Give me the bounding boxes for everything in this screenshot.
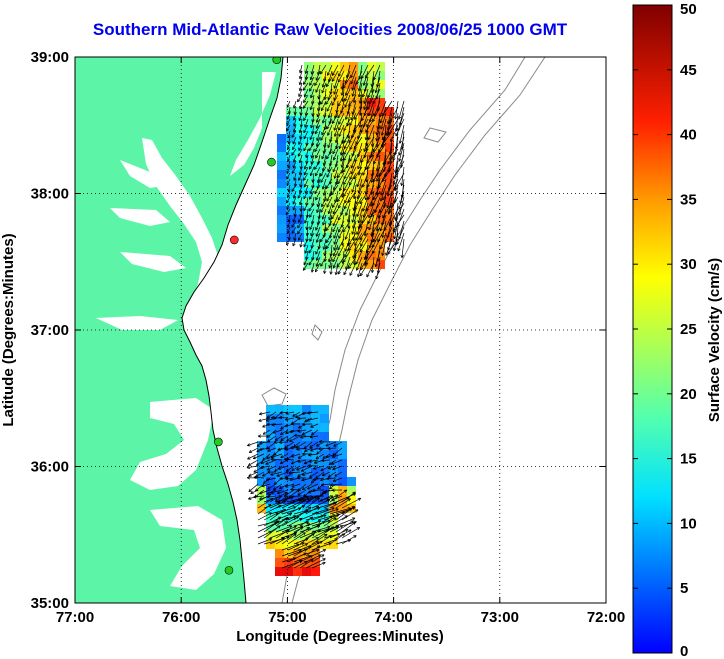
x-tick-label: 73:00: [481, 609, 519, 626]
x-axis: 77:00 76:00 75:00 74:00 73:00 72:00: [56, 57, 625, 626]
colorbar-ticks: 0 5 10 15 20 25 30 35 40 45 50: [633, 1, 697, 659]
colorbar-tick-label: 40: [680, 127, 697, 144]
station-marker: [224, 565, 234, 575]
page-title: Southern Mid-Atlantic Raw Velocities 200…: [92, 20, 568, 39]
station-marker: [267, 157, 276, 167]
y-axis: 35:00 36:00 37:00 38:00 39:00: [31, 49, 606, 612]
colorbar-tick-label: 20: [680, 386, 697, 403]
grid-lines: [75, 57, 606, 603]
velocity-arrows: [246, 64, 405, 569]
y-tick-label: 39:00: [31, 49, 69, 66]
station-marker: [230, 235, 239, 245]
x-tick-label: 72:00: [587, 609, 625, 626]
colorbar-tick-label: 0: [680, 643, 688, 659]
coastline: [181, 57, 284, 603]
colorbar-tick-label: 45: [680, 62, 697, 79]
y-tick-label: 38:00: [31, 186, 69, 203]
x-tick-label: 74:00: [374, 609, 412, 626]
x-tick-label: 76:00: [162, 609, 200, 626]
x-axis-label: Longitude (Degrees:Minutes): [236, 628, 444, 645]
colorbar-tick-label: 10: [680, 515, 697, 532]
station-marker: [214, 437, 223, 447]
colorbar-tick-label: 35: [680, 191, 697, 208]
station-marker: [272, 57, 282, 65]
colorbar-tick-label: 50: [680, 1, 697, 18]
colorbar-label: Surface Velocity (cm/s): [706, 258, 723, 422]
colorbar-tick-label: 25: [680, 321, 697, 338]
bays: [96, 72, 276, 590]
y-tick-label: 37:00: [31, 322, 69, 339]
station-markers: [214, 57, 282, 575]
x-tick-label: 77:00: [56, 609, 94, 626]
colorbar-tick-label: 15: [680, 451, 697, 468]
y-axis-label: Latitude (Degrees:Minutes): [0, 233, 17, 426]
y-tick-label: 36:00: [31, 459, 69, 476]
colorbar: [632, 4, 673, 654]
colorbar-tick-label: 5: [680, 580, 688, 597]
y-tick-label: 35:00: [31, 595, 69, 612]
colorbar-tick-label: 30: [680, 256, 697, 273]
x-tick-label: 75:00: [268, 609, 306, 626]
